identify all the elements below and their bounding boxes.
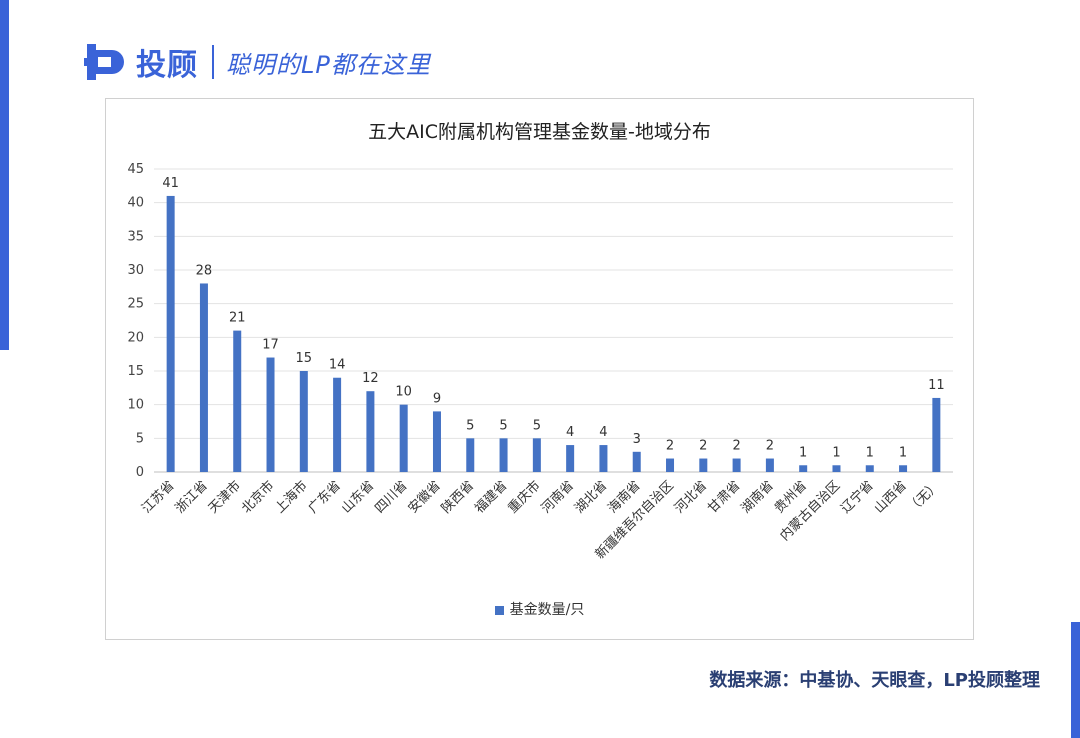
- y-tick-label: 30: [127, 263, 144, 278]
- data-label: 10: [395, 385, 412, 400]
- category-label: 重庆市: [505, 478, 544, 517]
- bar: [932, 397, 941, 472]
- y-tick-label: 25: [127, 297, 144, 312]
- y-tick-label: 15: [127, 364, 144, 379]
- category-label: （无）: [905, 478, 943, 516]
- data-label: 1: [899, 445, 907, 460]
- data-label: 17: [262, 338, 279, 353]
- data-label: 4: [566, 425, 574, 440]
- category-label: 山西省: [872, 478, 910, 516]
- bar: [266, 357, 275, 472]
- bar: [599, 445, 608, 472]
- category-label: 四川省: [372, 478, 410, 516]
- category-label: 甘肃省: [705, 478, 743, 516]
- brand-logo-icon: [84, 44, 124, 80]
- data-label: 9: [433, 391, 441, 406]
- y-tick-label: 5: [136, 431, 144, 446]
- bar: [499, 438, 508, 472]
- category-label: 辽宁省: [838, 478, 877, 517]
- y-tick-label: 35: [127, 229, 144, 244]
- category-label: 江苏省: [139, 478, 178, 517]
- y-tick-label: 20: [127, 330, 144, 345]
- data-label: 21: [229, 311, 246, 326]
- bar: [699, 458, 708, 472]
- data-label: 2: [766, 439, 774, 454]
- brand-name: 投顾: [136, 48, 198, 83]
- category-label: 河南省: [538, 478, 577, 517]
- data-label: 3: [633, 432, 641, 447]
- category-label: 天津市: [205, 478, 244, 517]
- category-label: 福建省: [472, 478, 510, 516]
- category-label: 北京市: [238, 478, 277, 517]
- bar: [865, 465, 874, 472]
- brand-divider: [212, 45, 214, 79]
- left-accent-bar: [0, 0, 9, 350]
- bar: [299, 371, 308, 472]
- data-label: 5: [533, 418, 541, 433]
- source-note: 数据来源：中基协、天眼查，LP投顾整理: [709, 670, 1040, 691]
- bar: [466, 438, 475, 472]
- y-tick-label: 40: [127, 196, 144, 211]
- bar: [799, 465, 808, 472]
- category-label: 河北省: [672, 478, 710, 516]
- data-label: 12: [362, 371, 379, 386]
- category-label: 湖北省: [572, 478, 610, 516]
- data-label: 4: [599, 425, 607, 440]
- brand-slogan: 聪明的LP都在这里: [226, 50, 431, 79]
- data-label: 5: [466, 418, 474, 433]
- bar: [166, 195, 175, 472]
- data-label: 28: [196, 263, 213, 278]
- bar: [832, 465, 841, 472]
- bar: [566, 445, 575, 472]
- legend-label: 基金数量/只: [509, 602, 585, 618]
- data-label: 2: [666, 439, 674, 454]
- right-accent-bar: [1071, 622, 1080, 738]
- data-label: 1: [799, 445, 807, 460]
- bar: [765, 458, 774, 472]
- bar: [432, 411, 441, 472]
- category-label: 山东省: [339, 478, 377, 516]
- data-label: 5: [499, 418, 507, 433]
- bar: [899, 465, 908, 472]
- chart-legend: 基金数量/只: [106, 599, 973, 619]
- category-label: 广东省: [306, 478, 344, 516]
- category-label: 陕西省: [439, 478, 477, 516]
- category-label: 上海市: [272, 478, 311, 517]
- bar: [333, 377, 342, 472]
- bar-chart: 05101520253035404541江苏省28浙江省21天津市17北京市15…: [127, 162, 953, 562]
- category-label: 浙江省: [173, 478, 211, 516]
- bar: [199, 283, 208, 472]
- legend-swatch: [494, 605, 504, 615]
- data-label: 1: [832, 445, 840, 460]
- bar: [666, 458, 675, 472]
- bar: [532, 438, 541, 472]
- y-tick-label: 10: [127, 398, 144, 413]
- data-label: 41: [162, 176, 179, 191]
- data-label: 15: [296, 351, 313, 366]
- category-label: 安徽省: [406, 478, 444, 516]
- category-label: 湖南省: [738, 478, 777, 517]
- bar: [366, 391, 375, 472]
- bar: [233, 330, 242, 472]
- bar: [732, 458, 741, 472]
- bar: [632, 451, 641, 472]
- data-label: 14: [329, 358, 346, 373]
- data-label: 2: [732, 439, 740, 454]
- data-label: 1: [866, 445, 874, 460]
- data-label: 11: [928, 378, 945, 393]
- y-tick-label: 0: [136, 465, 144, 480]
- y-tick-label: 45: [127, 162, 144, 177]
- bar: [399, 404, 408, 472]
- chart-container: 五大AIC附属机构管理基金数量-地域分布 0 5 10 15 20 25 30 35 40 45 4…: [105, 98, 974, 640]
- data-label: 2: [699, 439, 707, 454]
- brand-header: 投顾 聪明的LP都在这里: [84, 40, 431, 84]
- chart-title: 五大AIC附属机构管理基金数量-地域分布: [368, 121, 711, 143]
